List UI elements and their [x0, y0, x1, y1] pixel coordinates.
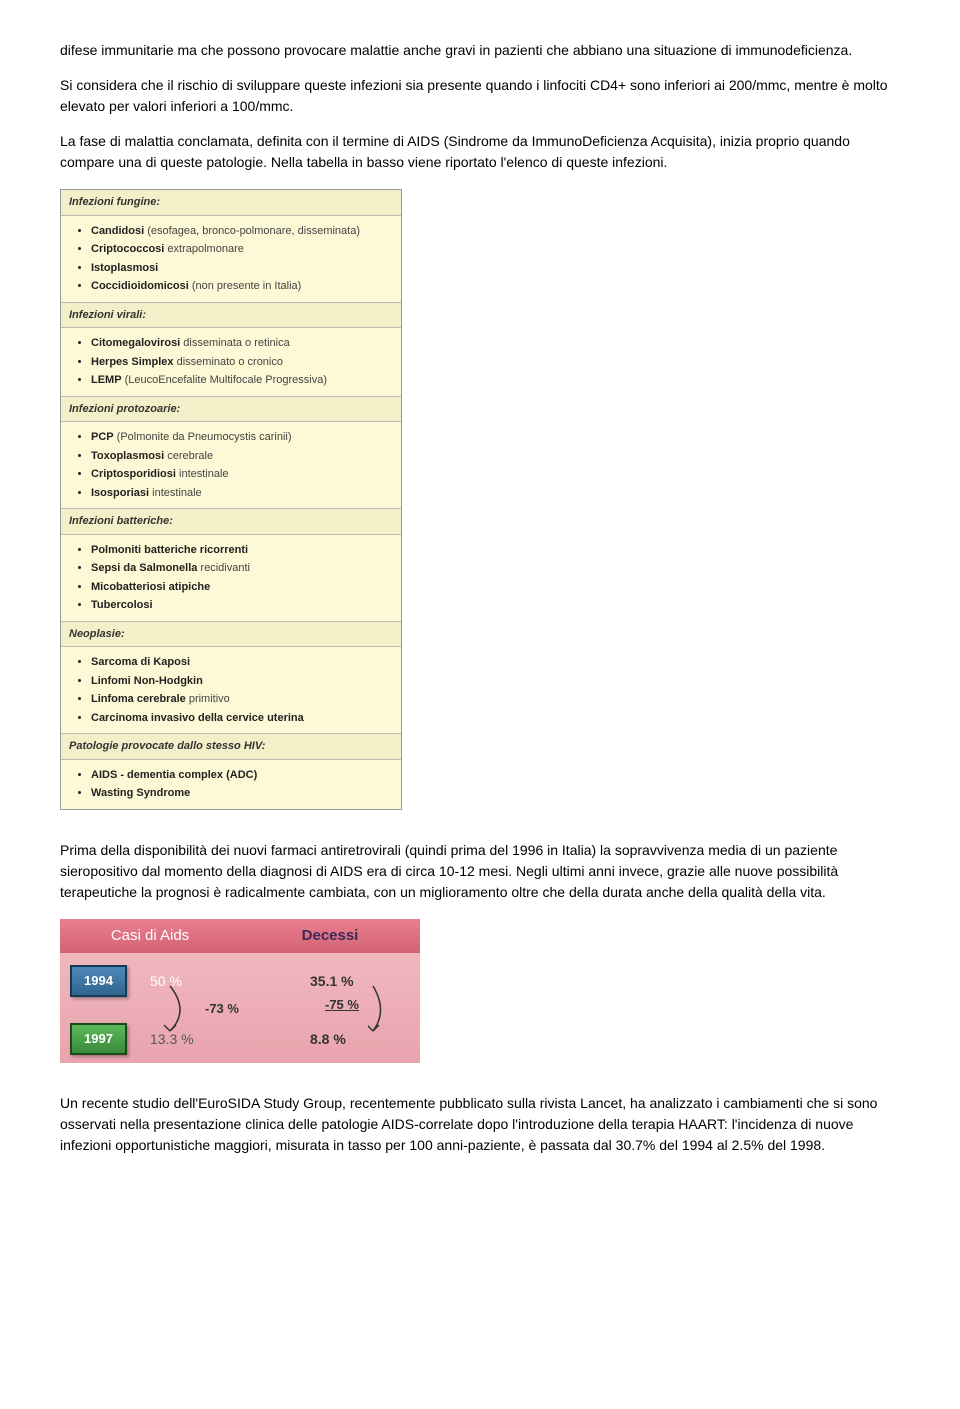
section-header: Patologie provocate dallo stesso HIV: — [61, 733, 401, 760]
list-item: Criptococcosi extrapolmonare — [91, 240, 401, 259]
section-header: Infezioni protozoarie: — [61, 396, 401, 423]
aids-body: 1994 1997 50 % 13.3 % 35.1 % 8.8 % -73 %… — [60, 953, 420, 1063]
list-item: PCP (Polmonite da Pneumocystis carinii) — [91, 428, 401, 447]
section-items: Polmoniti batteriche ricorrentiSepsi da … — [61, 535, 401, 621]
list-item: Linfoma cerebrale primitivo — [91, 690, 401, 709]
arrow-curve-deaths — [368, 981, 408, 1041]
section-header: Neoplasie: — [61, 621, 401, 648]
list-item: Carcinoma invasivo della cervice uterina — [91, 709, 401, 728]
list-item: Tubercolosi — [91, 596, 401, 615]
list-item: LEMP (LeucoEncefalite Multifocale Progre… — [91, 371, 401, 390]
aids-stats-chart: Casi di Aids Decessi 1994 1997 50 % 13.3… — [60, 919, 420, 1064]
delta-deaths: -75 % — [325, 995, 359, 1015]
paragraph-2: Si considera che il rischio di sviluppar… — [60, 75, 900, 117]
year-1997: 1997 — [70, 1023, 127, 1055]
section-items: PCP (Polmonite da Pneumocystis carinii)T… — [61, 422, 401, 508]
deaths-1997: 8.8 % — [310, 1029, 346, 1050]
paragraph-3: La fase di malattia conclamata, definita… — [60, 131, 900, 173]
list-item: Criptosporidiosi intestinale — [91, 465, 401, 484]
list-item: Toxoplasmosi cerebrale — [91, 447, 401, 466]
col-deaths: Decessi — [240, 925, 420, 948]
section-header: Infezioni virali: — [61, 302, 401, 329]
section-items: AIDS - dementia complex (ADC)Wasting Syn… — [61, 760, 401, 809]
list-item: Wasting Syndrome — [91, 784, 401, 803]
paragraph-4: Prima della disponibilità dei nuovi farm… — [60, 840, 900, 903]
list-item: AIDS - dementia complex (ADC) — [91, 766, 401, 785]
aids-header: Casi di Aids Decessi — [60, 919, 420, 954]
list-item: Coccidioidomicosi (non presente in Itali… — [91, 277, 401, 296]
list-item: Citomegalovirosi disseminata o retinica — [91, 334, 401, 353]
list-item: Herpes Simplex disseminato o cronico — [91, 353, 401, 372]
section-header: Infezioni fungine: — [61, 190, 401, 216]
list-item: Micobatteriosi atipiche — [91, 578, 401, 597]
section-items: Candidosi (esofagea, bronco-polmonare, d… — [61, 216, 401, 302]
year-1994: 1994 — [70, 965, 127, 997]
section-items: Citomegalovirosi disseminata o retinicaH… — [61, 328, 401, 396]
delta-cases: -73 % — [205, 999, 239, 1019]
deaths-1994: 35.1 % — [310, 971, 354, 992]
paragraph-1: difese immunitarie ma che possono provoc… — [60, 40, 900, 61]
section-header: Infezioni batteriche: — [61, 508, 401, 535]
list-item: Candidosi (esofagea, bronco-polmonare, d… — [91, 222, 401, 241]
col-cases: Casi di Aids — [60, 925, 240, 948]
list-item: Isosporiasi intestinale — [91, 484, 401, 503]
section-items: Sarcoma di KaposiLinfomi Non-HodgkinLinf… — [61, 647, 401, 733]
list-item: Istoplasmosi — [91, 259, 401, 278]
paragraph-5: Un recente studio dell'EuroSIDA Study Gr… — [60, 1093, 900, 1156]
list-item: Sarcoma di Kaposi — [91, 653, 401, 672]
infections-table: Infezioni fungine: Candidosi (esofagea, b… — [60, 189, 402, 810]
list-item: Linfomi Non-Hodgkin — [91, 672, 401, 691]
list-item: Polmoniti batteriche ricorrenti — [91, 541, 401, 560]
list-item: Sepsi da Salmonella recidivanti — [91, 559, 401, 578]
